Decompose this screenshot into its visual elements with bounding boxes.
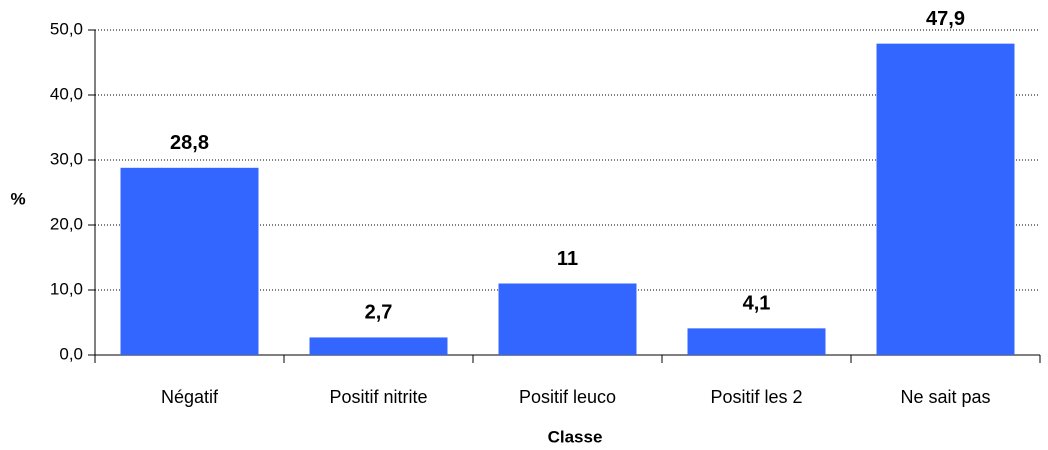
x-tick-label: Positif les 2 [710,387,802,407]
bar [309,337,448,355]
x-tick-label: Ne sait pas [900,387,990,407]
bar [876,43,1015,356]
data-label: 4,1 [743,293,771,315]
y-tick-label: 20,0 [50,214,83,233]
y-tick-label: 40,0 [50,84,83,103]
x-tick-label: Négatif [161,387,219,407]
x-axis-label: Classe [548,427,603,446]
y-axis-label: % [10,189,25,208]
y-tick-label: 0,0 [59,344,83,363]
data-label: 2,7 [365,302,393,324]
data-label: 11 [557,248,578,270]
y-tick-label: 10,0 [50,279,83,298]
bar [498,283,637,355]
bar [120,167,259,355]
data-label: 28,8 [170,132,209,154]
bar [687,328,826,355]
x-tick-label: Positif leuco [519,387,616,407]
y-tick-label: 50,0 [50,19,83,38]
data-label: 47,9 [926,8,965,30]
y-tick-label: 30,0 [50,149,83,168]
x-tick-label: Positif nitrite [329,387,427,407]
